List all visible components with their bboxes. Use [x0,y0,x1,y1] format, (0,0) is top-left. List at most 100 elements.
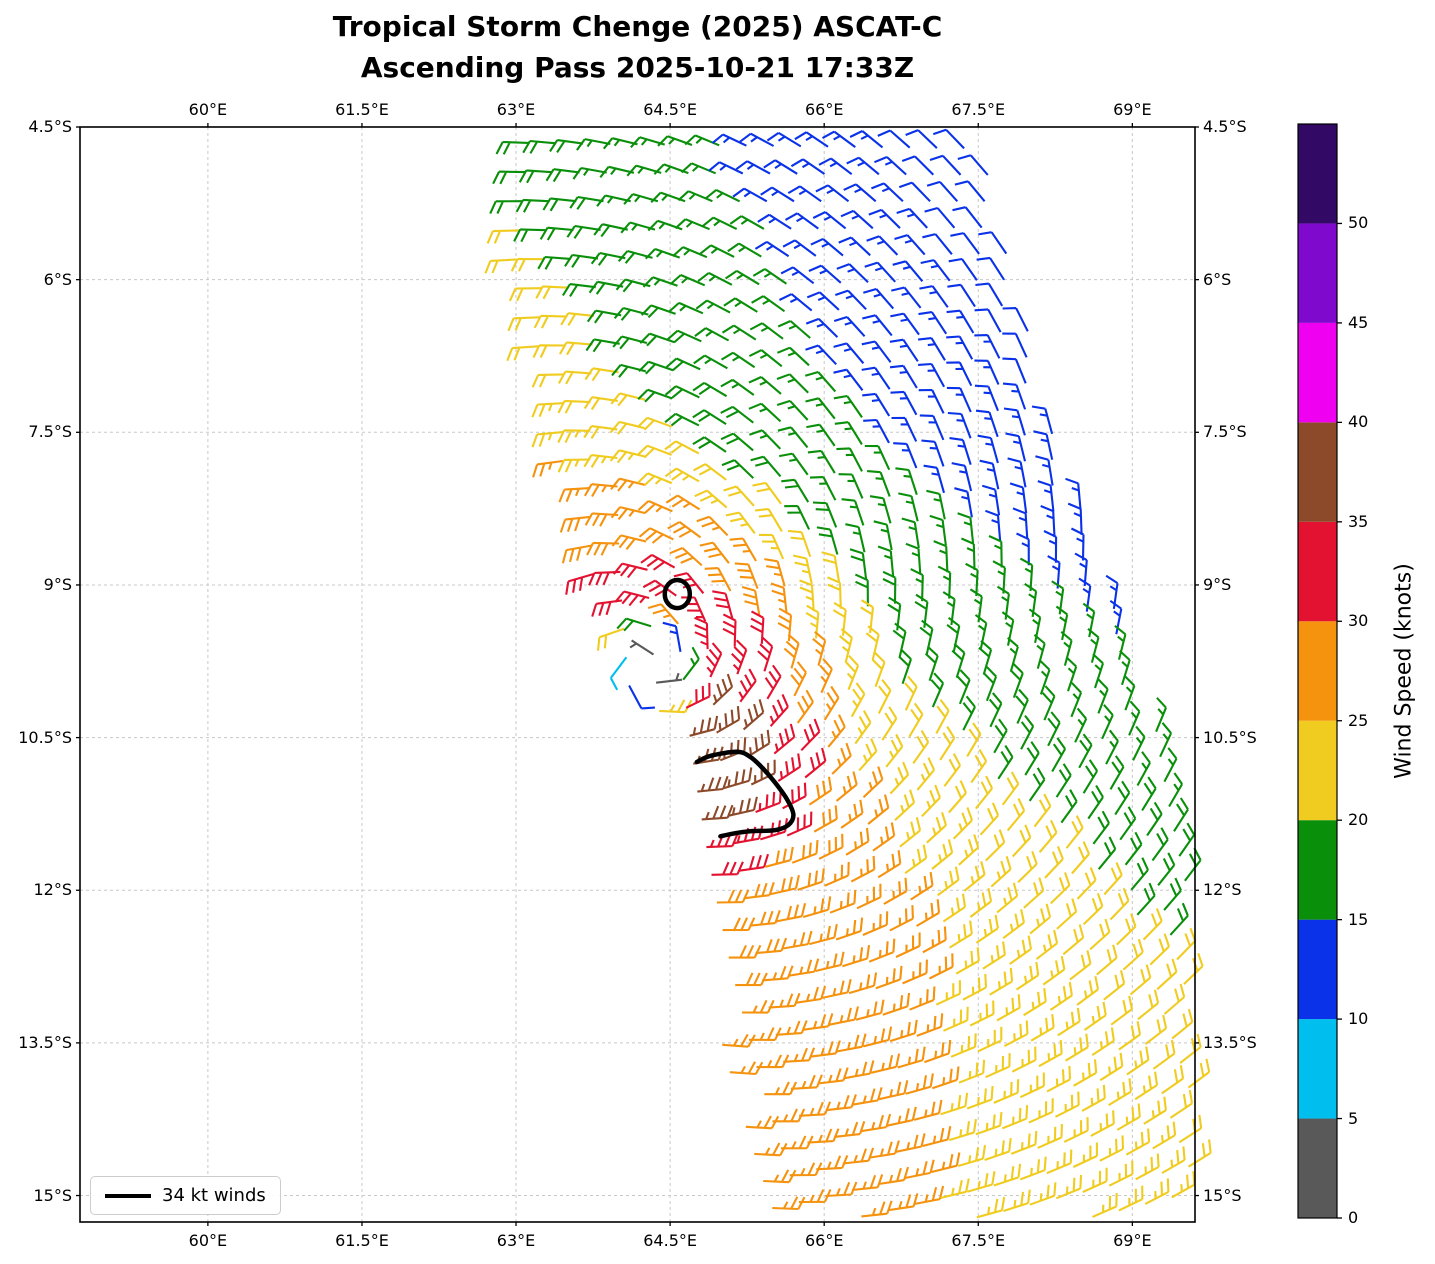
wind-barb [822,978,852,999]
colorbar-segment [1298,422,1337,522]
wind-barb [583,425,618,439]
wind-barb [1024,741,1040,776]
wind-barb [887,1193,919,1212]
wind-barb [990,855,1012,888]
wind-barb [537,255,571,270]
wind-barb [926,180,959,202]
wind-barb [1019,1156,1047,1181]
wind-barb [848,972,878,995]
wind-barb [842,944,871,968]
wind-barb [1099,1052,1124,1082]
wind-barb [1055,763,1072,798]
wind-barb [929,514,947,546]
wind-barb [1028,1098,1054,1124]
wind-barb [665,357,701,372]
wind-barb [752,268,787,285]
wind-barb [895,467,918,496]
colorbar-tick-label: 15 [1348,909,1369,929]
wind-barb [877,545,895,577]
wind-barb [804,747,827,779]
wind-barb [639,332,675,347]
wind-barb [905,1073,934,1095]
wind-barb [805,344,837,366]
wind-barb [947,283,976,308]
wind-barb [799,1101,832,1117]
wind-barb [764,558,786,587]
colorbar-tick-label: 0 [1348,1208,1359,1227]
wind-barb [917,337,946,361]
wind-barb [783,633,800,669]
wind-barb [1178,1114,1203,1144]
wind-barb [918,362,946,388]
wind-barb [572,166,607,180]
wind-barb [894,789,916,821]
wind-barb [642,276,678,288]
wind-barb [939,726,956,761]
wind-barb [924,645,939,682]
wind-barb [882,570,897,604]
colorbar-segment [1298,1118,1337,1218]
colorbar-tick-label: 20 [1348,810,1369,830]
wind-barb [965,562,979,597]
wind-barb [1031,405,1054,435]
wind-barb [940,1092,969,1116]
wind-barb [829,1006,860,1026]
wind-barb [983,666,998,702]
wind-barb [1037,1123,1063,1149]
wind-barb [539,226,574,241]
wind-barb [1097,836,1117,870]
wind-barb [805,397,836,420]
wind-barb [967,1171,996,1193]
wind-barb [1136,751,1151,787]
wind-barb [1178,822,1196,857]
wind-barb [935,980,961,1006]
wind-barb [816,526,839,555]
wind-barb [1029,903,1052,935]
wind-barb [993,1163,1022,1187]
wind-barb [904,844,928,875]
wind-barb [749,429,782,450]
wind-barb [963,861,986,892]
wind-barb [636,416,673,431]
colorbar-segment [1298,820,1337,920]
wind-barb [1130,857,1149,891]
wind-barb [727,242,762,258]
wind-barb [928,953,954,980]
wind-barb [946,386,972,413]
y-tick-label-left: 7.5°S [28,422,72,442]
wind-barb [975,409,999,438]
wind-barb [492,170,526,185]
wind-barb [1173,797,1189,832]
wind-barb [599,165,635,179]
wind-barb [921,439,945,467]
wind-barb [1029,1182,1057,1206]
wind-barb [1037,480,1055,512]
wind-barb [865,625,880,661]
wind-barb [695,299,731,314]
wind-barb [952,807,973,840]
wind-barb [1076,867,1097,900]
wind-barb [988,692,1003,728]
wind-barb [724,767,753,790]
wind-barb [1044,846,1064,879]
wind-barb [510,257,544,272]
wind-barb [1091,1027,1115,1056]
wind-barb [946,616,961,652]
wind-barb [878,1080,909,1101]
wind-barb [845,523,866,553]
wind-barb [951,462,973,492]
wind-barb [1019,1072,1045,1099]
wind-barb [629,639,655,656]
wind-barb [1146,801,1163,837]
wind-barb [1134,1071,1159,1101]
wind-barb [1046,1149,1073,1175]
wind-barb [957,512,975,544]
wind-barb [522,139,556,154]
wind-barb [976,256,1005,281]
x-tick-label-top: 67.5°E [951,100,1006,119]
wind-barb [877,129,911,149]
wind-barb [1082,892,1104,925]
wind-barb [883,877,908,905]
wind-barb [1152,1039,1176,1070]
wind-barb [586,541,620,556]
